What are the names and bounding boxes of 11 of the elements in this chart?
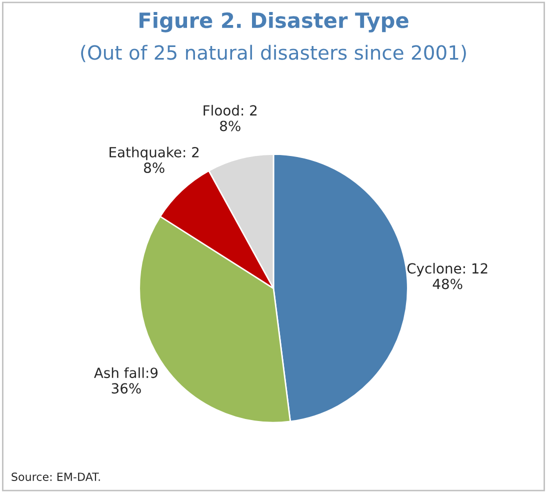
data-label: 36% <box>112 383 141 394</box>
slice-label: Flood: 2 <box>204 104 257 116</box>
chart-title: Figure 2. Disaster Type <box>140 12 408 32</box>
source-note: Source: EM-DAT. <box>12 472 100 481</box>
data-label: 8% <box>220 120 240 132</box>
slice-label: Ash fall:9 <box>94 367 158 378</box>
data-label: 48% <box>432 278 462 290</box>
slice-label: Eathquake: 2 <box>110 146 199 160</box>
chart-subtitle: (Out of 25 natural disasters since 2001) <box>81 44 466 62</box>
data-label: 8% <box>144 162 164 173</box>
slice-label: Cyclone: 12 <box>407 262 488 276</box>
